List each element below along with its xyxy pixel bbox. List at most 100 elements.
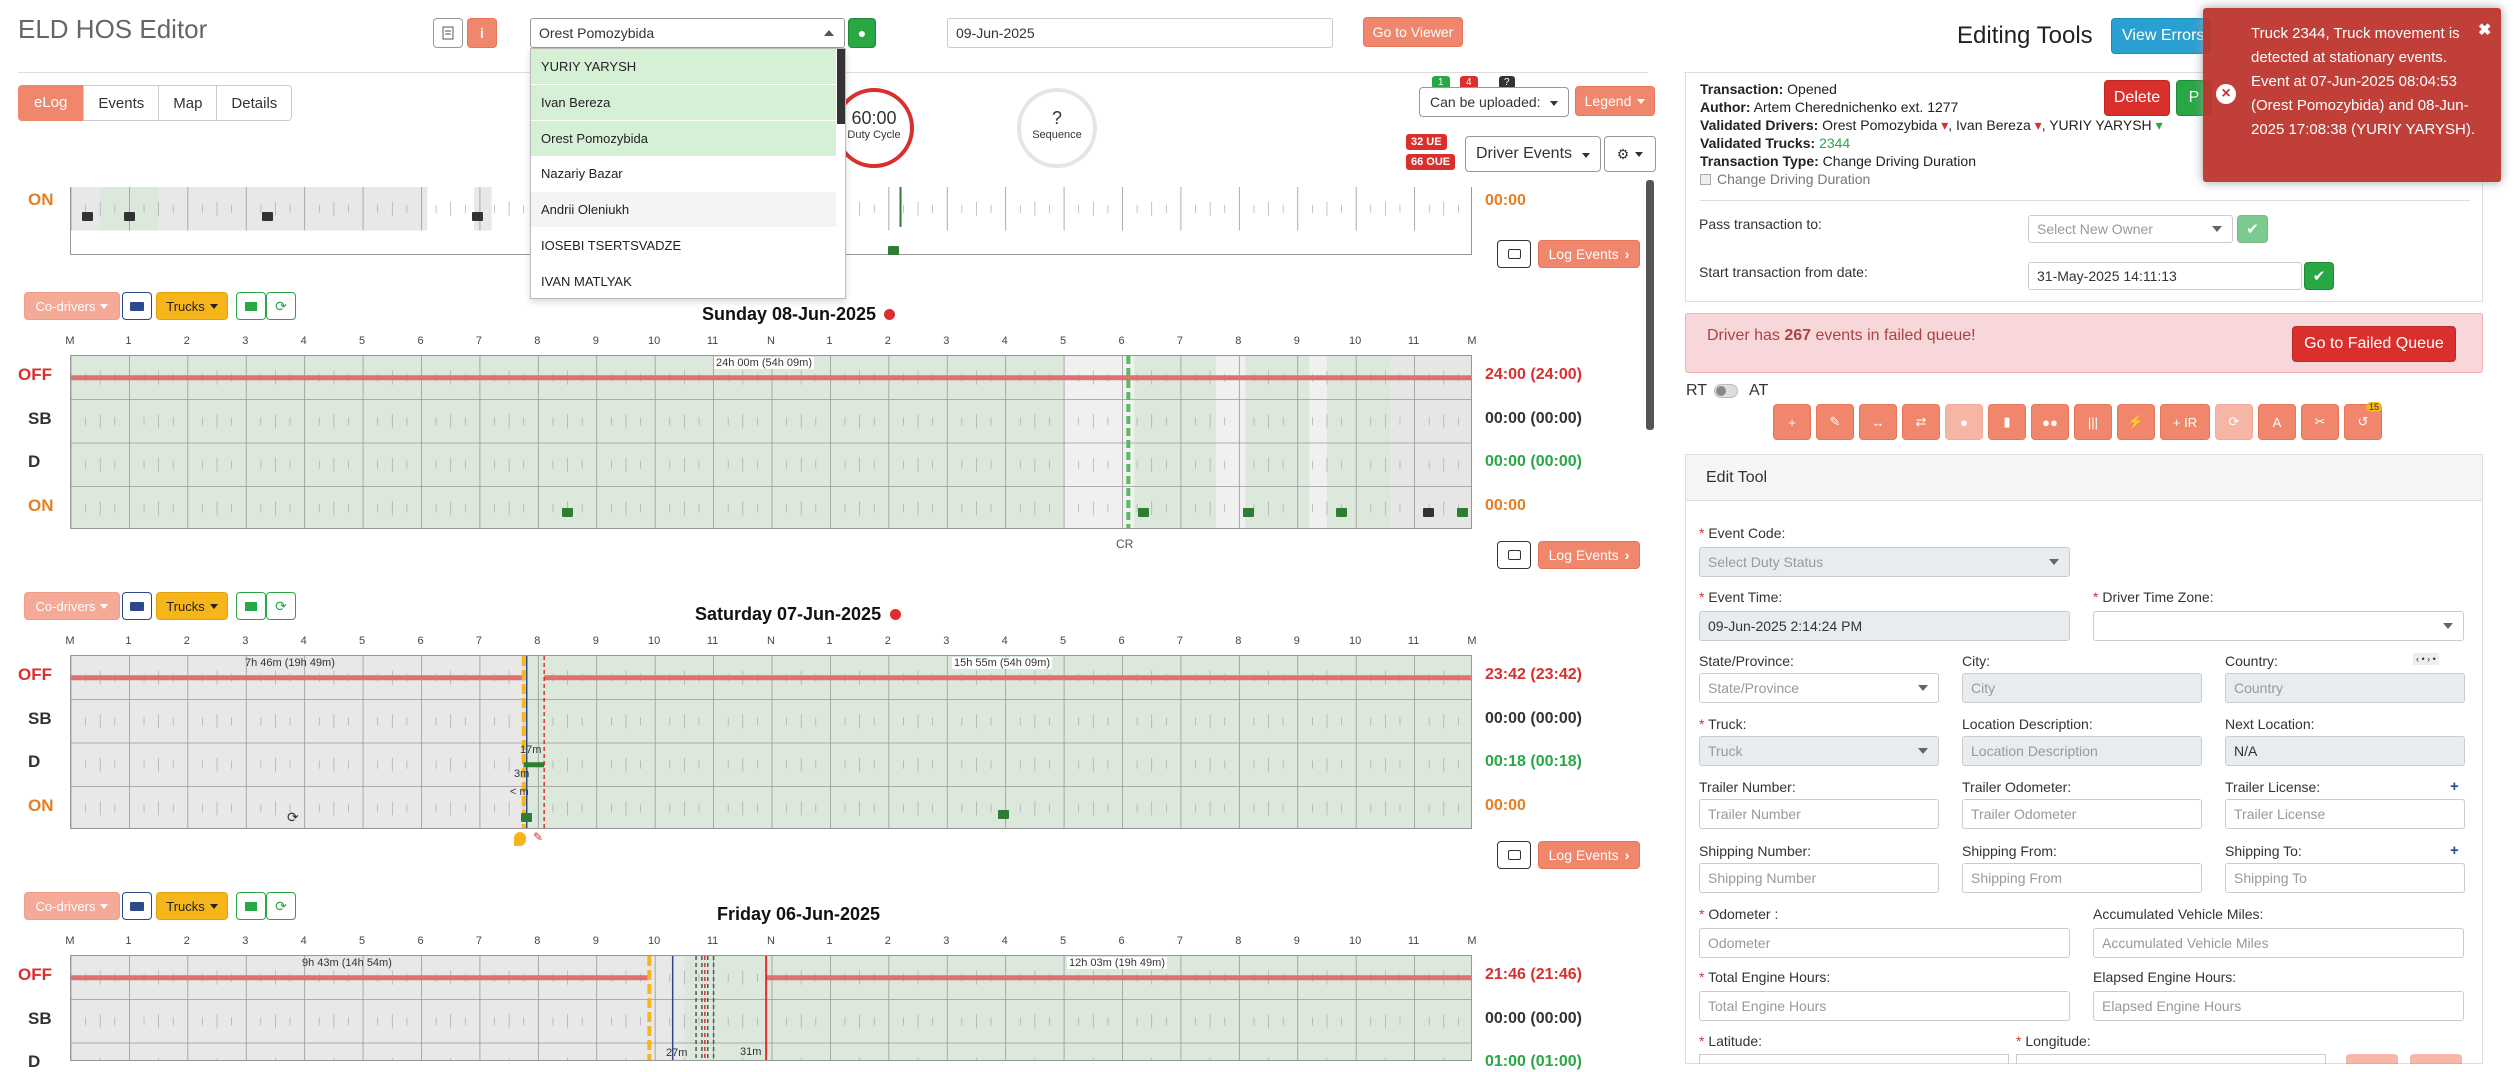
rt-at-toggle[interactable] — [1714, 384, 1738, 398]
comment-button[interactable] — [1497, 541, 1531, 569]
log-events-button[interactable]: Log Events › — [1538, 541, 1640, 569]
trailer-num-ph-input[interactable]: Trailer Number — [1699, 799, 1939, 829]
truck-view-button[interactable] — [122, 292, 152, 320]
go-to-viewer-button[interactable]: Go to Viewer — [1363, 17, 1463, 47]
co-drivers-button[interactable]: Co-drivers — [24, 592, 120, 620]
view-errors-button[interactable]: View Errors — [2111, 18, 2211, 54]
comment-button[interactable] — [1497, 841, 1531, 869]
required-marker: * — [2093, 589, 2103, 605]
log-grid[interactable] — [70, 955, 1472, 1061]
tab-details[interactable]: Details — [217, 85, 293, 121]
-input[interactable] — [2093, 611, 2464, 641]
legend-button[interactable]: Legend — [1575, 86, 1655, 116]
refresh-button[interactable]: ⟳ — [266, 292, 296, 320]
magic-tool-button[interactable]: ⚡ — [2117, 404, 2155, 440]
text-tool-button[interactable]: A — [2258, 404, 2296, 440]
total-hours-ph-input[interactable]: Total Engine Hours — [1699, 991, 2070, 1021]
co-drivers-button[interactable]: Co-drivers — [24, 892, 120, 920]
can-be-uploaded-select[interactable]: Can be uploaded: — [1419, 87, 1569, 117]
refresh-button[interactable]: ⟳ — [266, 592, 296, 620]
refresh-tool-button[interactable]: ⟳ — [2215, 404, 2253, 440]
tab-elog[interactable]: eLog — [18, 85, 84, 121]
trailer-lic-ph-input[interactable]: Trailer License — [2225, 799, 2465, 829]
log-scrollbar[interactable] — [1646, 180, 1654, 430]
location-arrows-icon[interactable]: ‹ • › • — [2413, 653, 2439, 665]
log-grid[interactable] — [70, 355, 1472, 529]
city-ph-input[interactable]: City — [1962, 673, 2202, 703]
log-grid[interactable] — [70, 655, 1472, 829]
dropdown-scrollbar[interactable] — [837, 49, 845, 124]
resize-tool-button[interactable]: ↔ — [1859, 404, 1897, 440]
add-event-button[interactable] — [236, 592, 266, 620]
checkbox[interactable] — [1700, 174, 1711, 185]
dropdown-option[interactable]: YURIY YARYSH — [531, 49, 836, 84]
user-tool-button[interactable]: ● — [1945, 404, 1983, 440]
acc-miles-ph-input[interactable]: Accumulated Vehicle Miles — [2093, 928, 2464, 958]
odometer-ph-input[interactable]: Odometer — [1699, 928, 2070, 958]
dropdown-option[interactable]: Nazariy Bazar — [531, 156, 836, 192]
tab-events[interactable]: Events — [83, 85, 160, 121]
dropdown-option[interactable]: IVAN MATLYAK — [531, 263, 836, 298]
dropdown-option[interactable]: Ivan Bereza — [531, 84, 836, 120]
state-ph-input[interactable]: State/Province — [1699, 673, 1939, 703]
co-drivers-button[interactable]: Co-drivers — [24, 292, 120, 320]
driver-events-select[interactable]: Driver Events — [1465, 136, 1601, 172]
comment-button[interactable] — [1497, 240, 1531, 268]
event-time-val-input[interactable]: 09-Jun-2025 2:14:24 PM — [1699, 611, 2070, 641]
ship-to-ph-input[interactable]: Shipping To — [2225, 863, 2465, 893]
log-events-button[interactable]: Log Events › — [1538, 240, 1640, 268]
country-ph-input[interactable]: Country — [2225, 673, 2465, 703]
select-duty-input[interactable]: Select Duty Status — [1699, 547, 2070, 577]
start-date-input[interactable]: 31-May-2025 14:11:13 — [2028, 262, 2302, 290]
plus-icon[interactable]: + — [2450, 842, 2459, 859]
dropdown-option[interactable]: IOSEBI TSERTSVADZE — [531, 228, 836, 263]
go-to-failed-queue-button[interactable]: Go to Failed Queue — [2292, 326, 2456, 362]
trash-tool-button[interactable]: ▮ — [1988, 404, 2026, 440]
elapsed-hours-ph-input[interactable]: Elapsed Engine Hours — [2093, 991, 2464, 1021]
refresh-button[interactable]: ⟳ — [266, 892, 296, 920]
loc-desc-ph-input[interactable]: Location Description — [1962, 736, 2202, 766]
trucks-button[interactable]: Trucks — [156, 292, 228, 320]
users-tool-button[interactable]: ●● — [2031, 404, 2069, 440]
plus-icon[interactable]: + — [2450, 778, 2459, 795]
tab-map[interactable]: Map — [159, 85, 218, 121]
start-confirm-button[interactable]: ✔ — [2304, 262, 2334, 290]
toast-close-icon[interactable]: ✖ — [2478, 22, 2492, 39]
truck-view-button[interactable] — [122, 592, 152, 620]
add-event-button[interactable] — [236, 892, 266, 920]
log-events-button[interactable]: Log Events › — [1538, 841, 1640, 869]
hour-label: 9 — [1293, 635, 1300, 647]
scissors-tool-button[interactable]: ✂ — [2301, 404, 2339, 440]
info-button[interactable]: i — [467, 18, 497, 48]
truck-ph-input[interactable]: Truck — [1699, 736, 1939, 766]
settings-dropdown[interactable]: ⚙ — [1604, 136, 1656, 172]
swap-tool-button[interactable]: ⇄ — [1902, 404, 1940, 440]
driver-select[interactable]: Orest Pomozybida — [530, 18, 845, 48]
map-pick-button[interactable] — [2346, 1054, 2398, 1064]
truck-view-button[interactable] — [122, 892, 152, 920]
hour-label: 3 — [242, 635, 249, 647]
dropdown-option[interactable]: Andrii Oleniukh — [531, 192, 836, 228]
document-icon-button[interactable] — [433, 18, 463, 48]
pencil-tool-button[interactable]: ✎ — [1816, 404, 1854, 440]
ir-tool-button[interactable]: + IR — [2160, 404, 2210, 440]
trucks-button[interactable]: Trucks — [156, 592, 228, 620]
date-input[interactable]: 09-Jun-2025 — [947, 18, 1333, 48]
lat-input[interactable] — [1699, 1054, 2009, 1064]
columns-tool-button[interactable]: ||| — [2074, 404, 2112, 440]
lng-input[interactable] — [2016, 1054, 2326, 1064]
map-clear-button[interactable] — [2410, 1054, 2462, 1064]
next-loc-val-input[interactable]: N/A — [2225, 736, 2465, 766]
add-event-button[interactable] — [236, 292, 266, 320]
ship-from-ph-input[interactable]: Shipping From — [1962, 863, 2202, 893]
trucks-button[interactable]: Trucks — [156, 892, 228, 920]
select-owner-select[interactable]: Select New Owner — [2028, 215, 2233, 243]
trailer-odo-ph-input[interactable]: Trailer Odometer — [1962, 799, 2202, 829]
dropdown-option[interactable]: Orest Pomozybida — [531, 120, 836, 156]
ship-num-ph-input[interactable]: Shipping Number — [1699, 863, 1939, 893]
caret-down-icon — [1918, 748, 1928, 754]
pass-confirm-button[interactable]: ✔ — [2237, 215, 2268, 243]
plus-tool-button[interactable]: + — [1773, 404, 1811, 440]
delete-button[interactable]: Delete — [2104, 80, 2170, 116]
driver-profile-button[interactable]: ● — [848, 18, 876, 48]
